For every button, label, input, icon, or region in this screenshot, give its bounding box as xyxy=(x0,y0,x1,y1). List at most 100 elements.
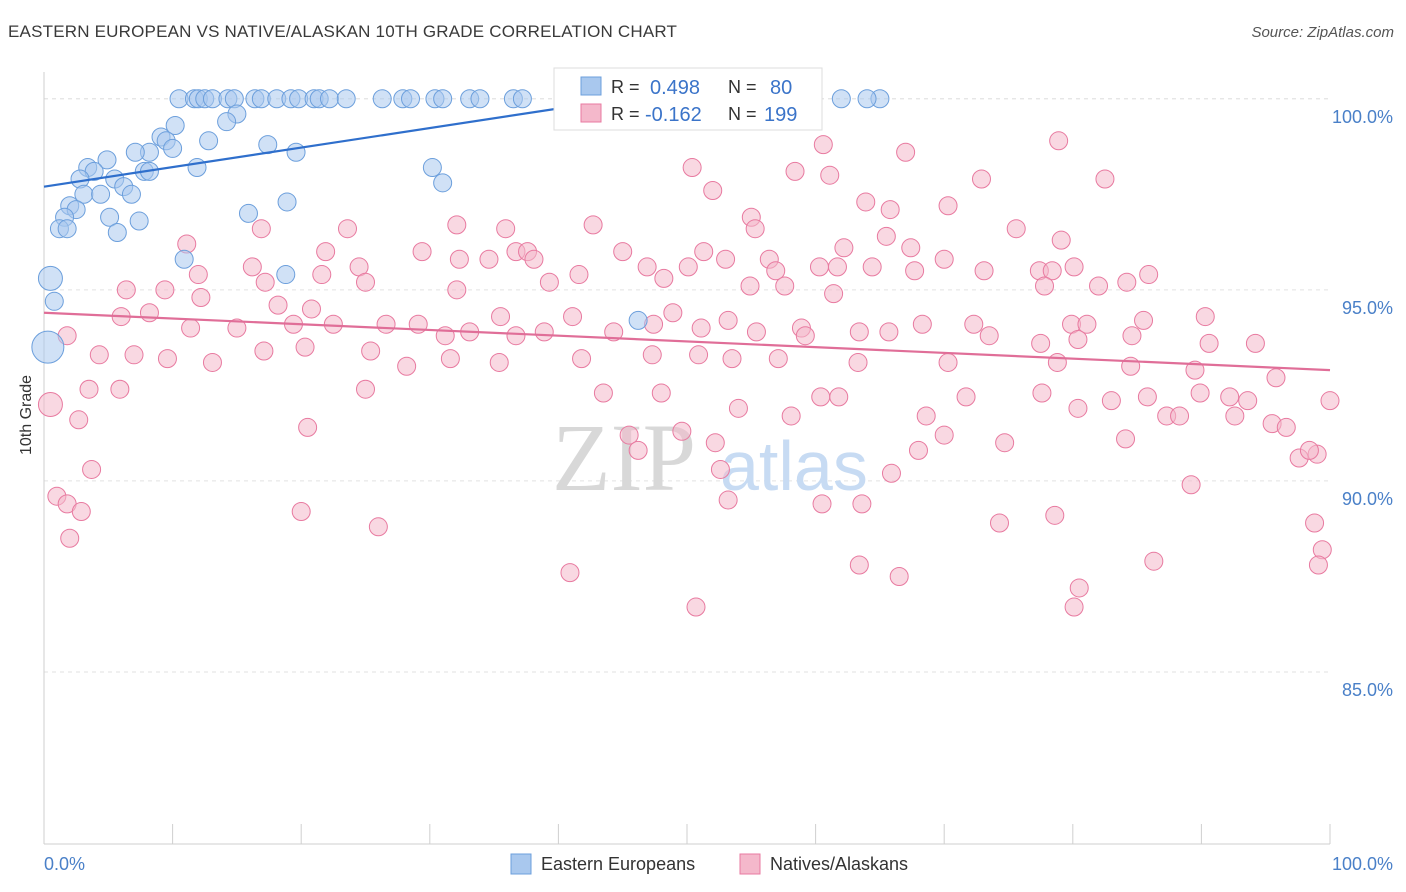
eastern-europeans-point-56 xyxy=(187,158,207,178)
eastern-europeans-point-46 xyxy=(199,131,219,151)
natives-alaskans-point-112 xyxy=(295,337,315,357)
natives-alaskans-point-24 xyxy=(613,242,633,262)
natives-alaskans-point-11 xyxy=(876,226,896,246)
natives-alaskans-point-72 xyxy=(663,303,683,323)
eastern-europeans-point-52 xyxy=(286,142,306,162)
natives-alaskans-point-142 xyxy=(1320,391,1340,411)
natives-alaskans-point-108 xyxy=(124,345,144,365)
natives-alaskans-point-172 xyxy=(812,494,832,514)
natives-alaskans-point-146 xyxy=(1068,398,1088,418)
natives-alaskans-point-57 xyxy=(539,272,559,292)
eastern-europeans-point-75 xyxy=(57,219,77,239)
eastern-europeans-point-41 xyxy=(857,89,877,109)
natives-alaskans-point-2 xyxy=(1049,131,1069,151)
natives-alaskans-point-62 xyxy=(824,284,844,304)
eastern-europeans-point-73 xyxy=(129,211,149,231)
x-tick-label-max: 100.0% xyxy=(1332,854,1393,874)
natives-alaskans-point-91 xyxy=(506,326,526,346)
x-tick-label-min: 0.0% xyxy=(44,854,85,874)
natives-alaskans-point-149 xyxy=(1225,406,1245,426)
natives-alaskans-point-179 xyxy=(989,513,1009,533)
natives-alaskans-point-148 xyxy=(1170,406,1190,426)
natives-alaskans-point-139 xyxy=(1190,383,1210,403)
natives-alaskans-point-126 xyxy=(1185,360,1205,380)
natives-alaskans-point-164 xyxy=(1299,440,1319,460)
natives-alaskans-point-162 xyxy=(908,440,928,460)
natives-alaskans-point-53 xyxy=(242,257,262,277)
natives-alaskans-point-156 xyxy=(705,433,725,453)
natives-alaskans-point-118 xyxy=(642,345,662,365)
eastern-europeans-point-70 xyxy=(238,203,258,223)
natives-alaskans-point-19 xyxy=(745,219,765,239)
natives-alaskans-point-178 xyxy=(368,517,388,537)
natives-alaskans-point-144 xyxy=(781,406,801,426)
eastern-europeans-point-14 xyxy=(319,89,339,109)
stats-swatch-blue xyxy=(580,76,602,96)
natives-alaskans-point-40 xyxy=(827,257,847,277)
natives-alaskans-point-182 xyxy=(849,555,869,575)
natives-alaskans-point-99 xyxy=(879,322,899,342)
natives-alaskans-point-107 xyxy=(89,345,109,365)
eastern-europeans-point-65 xyxy=(91,184,111,204)
natives-alaskans-point-83 xyxy=(181,318,201,338)
natives-alaskans-point-173 xyxy=(852,494,872,514)
natives-alaskans-point-101 xyxy=(1031,333,1051,353)
natives-alaskans-point-71 xyxy=(563,307,583,327)
natives-alaskans-point-100 xyxy=(979,326,999,346)
eastern-europeans-point-15 xyxy=(336,89,356,109)
natives-alaskans-point-55 xyxy=(356,272,375,292)
natives-alaskans-point-86 xyxy=(323,314,343,334)
stats-n-value-blue: 80 xyxy=(770,77,792,99)
natives-alaskans-point-76 xyxy=(964,314,984,334)
eastern-europeans-point-77 xyxy=(174,249,194,269)
natives-alaskans-point-10 xyxy=(880,200,900,220)
y-tick-label-2: 95.0% xyxy=(1342,298,1393,318)
y-tick-label-3: 100.0% xyxy=(1332,107,1393,127)
natives-alaskans-point-69 xyxy=(301,299,321,319)
natives-alaskans-point-23 xyxy=(834,238,854,258)
natives-alaskans-point-21 xyxy=(1051,230,1071,250)
natives-alaskans-point-0 xyxy=(813,135,833,155)
natives-alaskans-point-52 xyxy=(188,265,208,285)
y-tick-label-0: 85.0% xyxy=(1342,680,1393,700)
natives-alaskans-point-73 xyxy=(718,310,738,330)
natives-alaskans-point-80 xyxy=(1195,307,1215,327)
natives-alaskans-point-134 xyxy=(829,387,849,407)
natives-alaskans-point-98 xyxy=(849,322,869,342)
eastern-europeans-point-76 xyxy=(107,223,127,243)
natives-alaskans-point-185 xyxy=(560,563,580,583)
natives-alaskans-point-153 xyxy=(298,417,318,437)
natives-alaskans-point-166 xyxy=(710,459,730,479)
natives-alaskans-point-113 xyxy=(361,341,381,361)
natives-alaskans-point-61 xyxy=(775,276,795,296)
natives-alaskans-point-5 xyxy=(820,165,840,185)
natives-alaskans-point-145 xyxy=(916,406,936,426)
natives-alaskans-point-30 xyxy=(449,249,469,269)
eastern-europeans-point-67 xyxy=(277,192,297,212)
natives-alaskans-point-32 xyxy=(524,249,544,269)
natives-alaskans-point-165 xyxy=(82,459,102,479)
natives-alaskans-point-60 xyxy=(740,276,760,296)
natives-alaskans-point-17 xyxy=(447,215,467,235)
natives-alaskans-point-121 xyxy=(768,349,788,369)
natives-alaskans-point-128 xyxy=(110,379,130,399)
natives-alaskans-point-39 xyxy=(809,257,829,277)
natives-alaskans-point-48 xyxy=(1117,272,1137,292)
legend-label-natives-alaskans: Natives/Alaskans xyxy=(770,854,908,874)
eastern-europeans-point-79 xyxy=(37,265,63,291)
natives-alaskans-point-129 xyxy=(79,379,99,399)
natives-alaskans-point-47 xyxy=(1064,257,1084,277)
eastern-europeans-point-20 xyxy=(433,89,453,109)
natives-alaskans-point-3 xyxy=(682,158,702,178)
stats-n-value-pink: 199 xyxy=(764,104,797,126)
natives-alaskans-point-4 xyxy=(785,161,805,181)
natives-alaskans-point-175 xyxy=(71,502,91,522)
stats-n-label-blue: N = xyxy=(728,77,757,97)
natives-alaskans-point-64 xyxy=(1089,276,1109,296)
natives-alaskans-point-84 xyxy=(227,318,247,338)
natives-alaskans-point-12 xyxy=(938,196,958,216)
natives-alaskans-point-28 xyxy=(316,242,336,262)
natives-alaskans-point-151 xyxy=(1276,417,1296,437)
eastern-europeans-point-62 xyxy=(422,158,442,178)
